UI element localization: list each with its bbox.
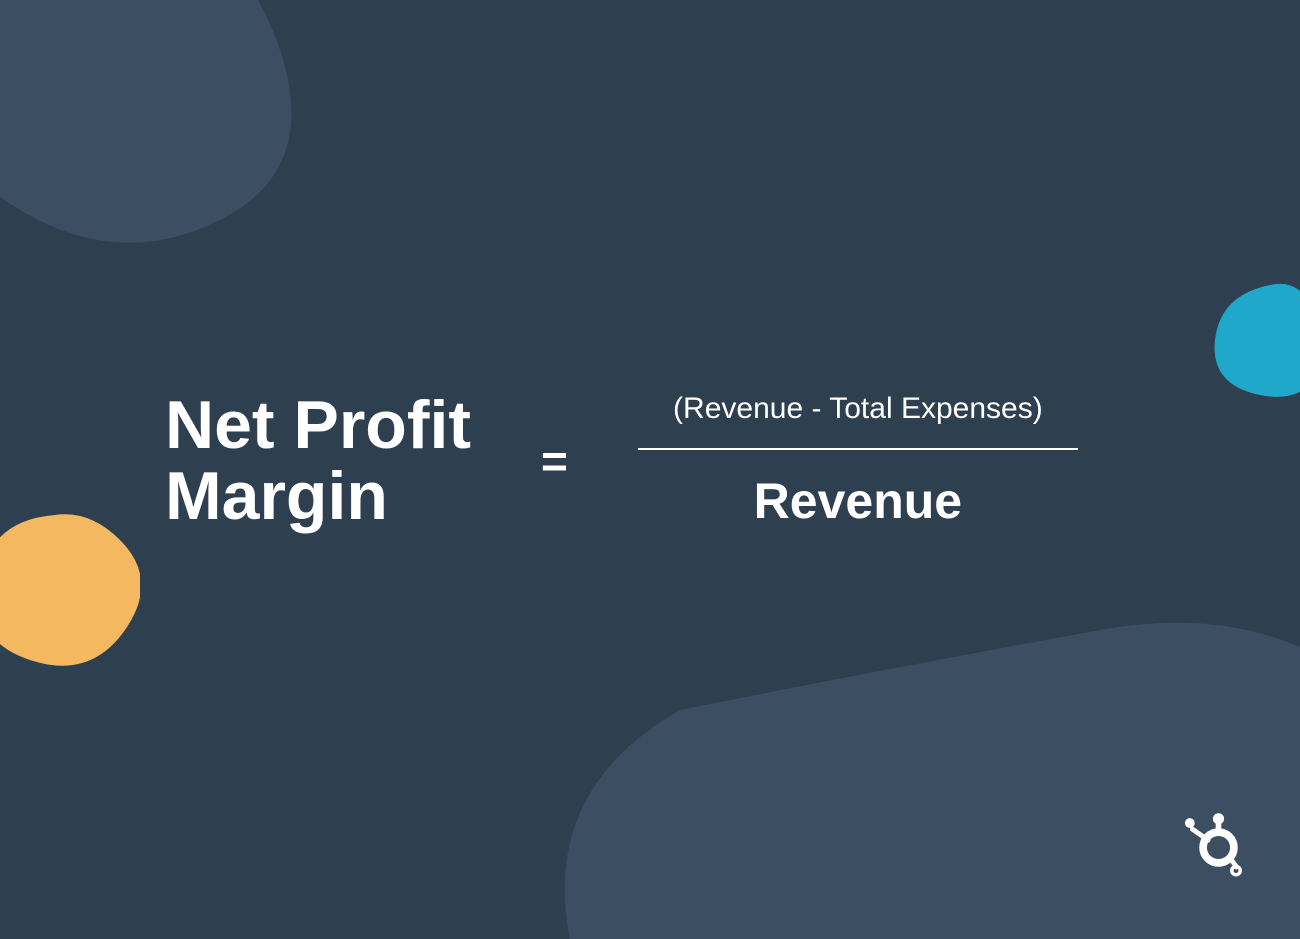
formula-left-line1: Net Profit <box>165 390 471 461</box>
infographic-canvas: Net Profit Margin = (Revenue - Total Exp… <box>0 0 1300 939</box>
formula-denominator: Revenue <box>754 472 962 530</box>
blob-top-left <box>0 0 350 285</box>
formula: Net Profit Margin = (Revenue - Total Exp… <box>165 390 1078 533</box>
formula-fraction: (Revenue - Total Expenses) Revenue <box>638 392 1078 530</box>
formula-numerator: (Revenue - Total Expenses) <box>673 392 1043 426</box>
blob-bottom-right <box>540 590 1300 939</box>
formula-divider <box>638 448 1078 450</box>
blob-left-yellow <box>0 510 140 675</box>
formula-left-term: Net Profit Margin <box>165 390 471 533</box>
formula-left-line2: Margin <box>165 461 471 532</box>
hubspot-logo-icon <box>1180 809 1250 884</box>
formula-equals: = <box>541 434 568 488</box>
blob-right-teal <box>1210 280 1300 405</box>
